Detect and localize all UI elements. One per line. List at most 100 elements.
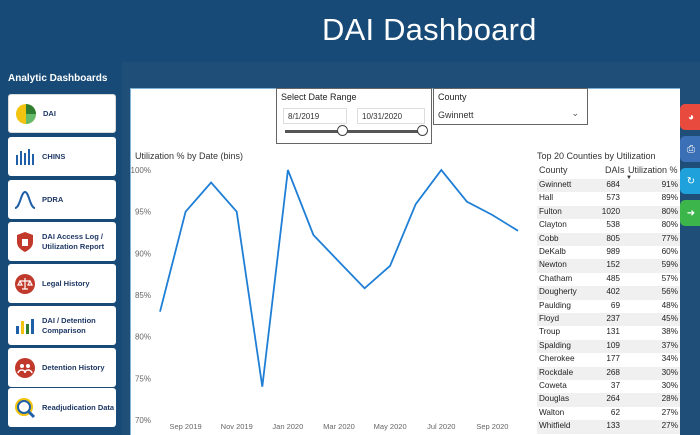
x-tick-label: Nov 2019 bbox=[221, 422, 253, 431]
data-point[interactable] bbox=[209, 181, 213, 185]
cell-county: DeKalb bbox=[539, 247, 566, 256]
cell-utilization: 89% bbox=[661, 193, 678, 203]
sidebar-title: Analytic Dashboards bbox=[8, 73, 108, 84]
sidebar-item-dai[interactable]: DAI bbox=[8, 94, 116, 133]
cell-dais: 485 bbox=[606, 273, 620, 283]
start-date-field[interactable]: 8/1/2019 bbox=[283, 108, 347, 124]
cell-utilization: 59% bbox=[661, 260, 678, 270]
table-row[interactable]: Troup 131 38% bbox=[537, 326, 680, 339]
cell-dais: 109 bbox=[606, 340, 620, 350]
data-point[interactable] bbox=[465, 200, 469, 204]
cell-dais: 1020 bbox=[601, 206, 620, 216]
table-row[interactable]: Hall 573 89% bbox=[537, 192, 680, 205]
column-header-utilization[interactable]: Utilization % bbox=[628, 165, 678, 175]
sidebar-item-legal-history[interactable]: Legal History bbox=[8, 264, 116, 303]
sidebar-item-label: Legal History bbox=[42, 278, 90, 288]
table-row[interactable]: Douglas 264 28% bbox=[537, 393, 680, 407]
cell-dais: 268 bbox=[606, 367, 620, 377]
table-row[interactable]: Clayton 538 80% bbox=[537, 219, 680, 232]
cell-dais: 402 bbox=[606, 287, 620, 297]
utilization-series-line[interactable] bbox=[159, 168, 519, 387]
table-row[interactable]: Coweta 37 30% bbox=[537, 380, 680, 393]
table-row[interactable]: Rockdale 268 30% bbox=[537, 366, 680, 380]
cell-county: Floyd bbox=[539, 314, 560, 323]
toolbar-refresh-button[interactable]: ↻ bbox=[680, 168, 700, 194]
sidebar-item-access-log[interactable]: DAI Access Log / Utilization Report bbox=[8, 222, 116, 261]
cell-utilization: 56% bbox=[661, 287, 678, 297]
cell-utilization: 91% bbox=[661, 180, 678, 189]
cell-utilization: 60% bbox=[661, 247, 678, 256]
table-row[interactable]: Cherokee 177 34% bbox=[537, 353, 680, 366]
date-slider-track[interactable] bbox=[285, 130, 425, 133]
cell-county: Fulton bbox=[539, 206, 562, 216]
scales-icon bbox=[11, 269, 39, 299]
cell-utilization: 37% bbox=[661, 340, 678, 350]
start-slider-handle[interactable] bbox=[337, 125, 348, 136]
cell-utilization: 48% bbox=[661, 300, 678, 310]
cell-utilization: 27% bbox=[661, 407, 678, 417]
table-row[interactable]: Newton 152 59% bbox=[537, 259, 680, 273]
end-date-field[interactable]: 10/31/2020 bbox=[357, 108, 425, 124]
date-slicer-title: Select Date Range bbox=[281, 92, 357, 102]
data-point[interactable] bbox=[414, 202, 418, 206]
sidebar-item-chins[interactable]: CHINS bbox=[8, 137, 116, 176]
column-header-dais[interactable]: DAIs bbox=[605, 165, 625, 175]
table-row[interactable]: Whitfield 133 27% bbox=[537, 420, 680, 434]
chevron-down-icon[interactable]: ⌄ bbox=[571, 108, 579, 118]
table-row[interactable]: Walton 62 27% bbox=[537, 407, 680, 420]
data-point[interactable] bbox=[490, 213, 494, 217]
cell-county: Hall bbox=[539, 193, 554, 203]
end-slider-handle[interactable] bbox=[417, 125, 428, 136]
cell-county: Rockdale bbox=[539, 367, 574, 377]
cell-dais: 805 bbox=[606, 233, 620, 243]
data-point[interactable] bbox=[184, 210, 188, 214]
sidebar-item-detention-comparison[interactable]: DAI / Detention Comparison bbox=[8, 306, 116, 345]
table-row[interactable]: Spalding 109 37% bbox=[537, 339, 680, 354]
table-row[interactable]: Cobb 805 77% bbox=[537, 232, 680, 246]
data-point[interactable] bbox=[516, 229, 520, 233]
y-tick-label: 100% bbox=[131, 166, 151, 175]
table-row[interactable]: Chatham 485 57% bbox=[537, 273, 680, 286]
cell-county: Walton bbox=[539, 407, 565, 417]
cell-county: Cobb bbox=[539, 233, 559, 243]
cell-utilization: 28% bbox=[661, 394, 678, 404]
toolbar-exit-button[interactable]: ➜ bbox=[680, 200, 700, 226]
cell-utilization: 45% bbox=[661, 314, 678, 323]
line-chart-title: Utilization % by Date (bins) bbox=[135, 151, 244, 161]
data-point[interactable] bbox=[311, 233, 315, 237]
cell-county: Douglas bbox=[539, 394, 570, 404]
table-row[interactable]: Paulding 69 48% bbox=[537, 300, 680, 313]
data-point[interactable] bbox=[388, 264, 392, 268]
county-dropdown-value[interactable]: Gwinnett bbox=[438, 110, 474, 120]
toolbar-pie-button[interactable]: ◕ bbox=[680, 104, 700, 130]
x-tick-label: Sep 2020 bbox=[476, 422, 508, 431]
cell-dais: 237 bbox=[606, 314, 620, 323]
table-row[interactable]: Fulton 1020 80% bbox=[537, 205, 680, 220]
data-point[interactable] bbox=[337, 260, 341, 264]
data-point[interactable] bbox=[363, 286, 367, 290]
data-point[interactable] bbox=[286, 168, 290, 172]
sidebar-item-detention-history[interactable]: Detention History bbox=[8, 348, 116, 387]
sidebar-item-pdra[interactable]: PDRA bbox=[8, 180, 116, 219]
sidebar-item-label: DAI Access Log / Utilization Report bbox=[42, 231, 105, 251]
cell-utilization: 80% bbox=[661, 220, 678, 230]
sidebar-item-readjudication[interactable]: Readjudication Data bbox=[8, 388, 116, 427]
cell-county: Dougherty bbox=[539, 287, 577, 297]
table-row[interactable]: Floyd 237 45% bbox=[537, 313, 680, 327]
column-chart-icon bbox=[11, 311, 39, 341]
column-header-county[interactable]: County bbox=[539, 165, 568, 175]
y-tick-label: 70% bbox=[135, 416, 151, 425]
toolbar-print-button[interactable]: ⎙ bbox=[680, 136, 700, 162]
data-point[interactable] bbox=[439, 168, 443, 172]
date-range-slicer[interactable]: Select Date Range 8/1/2019 10/31/2020 bbox=[276, 88, 432, 144]
page-title: DAI Dashboard bbox=[322, 12, 537, 47]
sidebar-item-label: DAI / Detention Comparison bbox=[42, 315, 96, 335]
table-row[interactable]: Gwinnett 684 91% bbox=[537, 179, 680, 193]
data-point[interactable] bbox=[260, 385, 264, 389]
data-point[interactable] bbox=[158, 310, 162, 314]
cell-county: Newton bbox=[539, 260, 567, 270]
county-slicer[interactable]: County Gwinnett ⌄ bbox=[433, 88, 588, 125]
table-row[interactable]: Dougherty 402 56% bbox=[537, 286, 680, 300]
data-point[interactable] bbox=[235, 210, 239, 214]
table-row[interactable]: DeKalb 989 60% bbox=[537, 246, 680, 259]
